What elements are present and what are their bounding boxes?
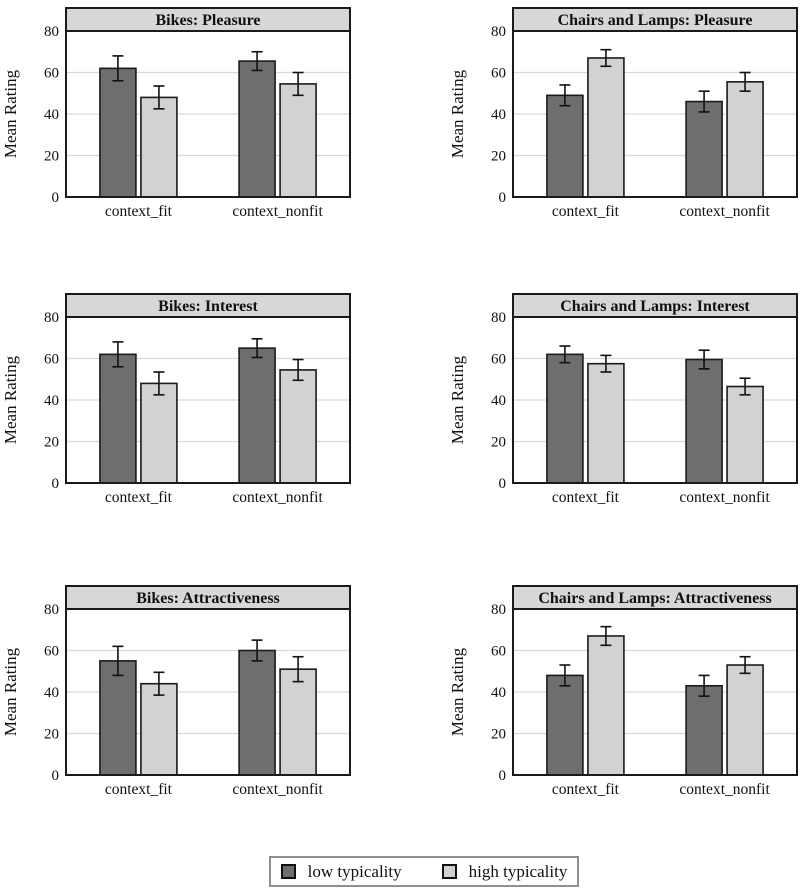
y-tick-label: 20 [44,435,59,451]
plot-border [65,30,351,198]
bar-high-typicality [140,96,178,198]
y-tick-label: 80 [44,310,59,326]
y-axis-label: Mean Rating [448,69,467,158]
x-tick-label: context_fit [105,781,173,798]
y-tick-label: 80 [491,602,506,618]
y-tick-label: 60 [44,644,59,660]
bar-high-typicality [279,668,317,776]
panel-title: Bikes: Attractiveness [136,590,280,607]
y-tick-label: 80 [44,602,59,618]
legend-swatch-high-typicality [441,864,457,879]
chart-panel-chairs-lamps-interest: Chairs and Lamps: Interest context_fit con… [448,293,798,506]
bar-high-typicality [279,369,317,484]
bar-high-typicality [140,682,178,776]
legend-swatch-low-typicality [280,864,296,879]
bar-low-typicality [238,649,276,776]
x-tick-label: context_nonfit [679,781,770,798]
y-tick-label: 40 [44,393,59,409]
y-tick-label: 40 [44,685,59,701]
y-tick-label: 20 [491,727,506,743]
bar-high-typicality [587,362,625,484]
legend-entry-low-typicality: low typicality [280,862,402,881]
y-axis-label: Mean Rating [1,647,20,736]
panel-title: Bikes: Pleasure [155,12,260,29]
x-tick-label: context_nonfit [679,203,770,220]
bar-low-typicality [546,353,584,484]
panel-title: Chairs and Lamps: Interest [560,298,750,315]
bar-low-typicality [685,684,723,776]
y-tick-label: 0 [499,190,507,206]
x-tick-label: context_fit [105,203,173,220]
y-tick-label: 60 [491,352,506,368]
y-tick-label: 60 [491,644,506,660]
y-tick-label: 0 [52,476,60,492]
y-axis-label: Mean Rating [448,355,467,444]
y-tick-label: 20 [44,727,59,743]
bar-high-typicality [726,385,764,484]
plot-border [65,608,351,776]
y-tick-label: 60 [44,66,59,82]
panel-title: Bikes: Interest [158,298,258,315]
bar-high-typicality [279,83,317,198]
bar-low-typicality [99,67,137,198]
bar-low-typicality [685,100,723,198]
y-tick-label: 80 [491,24,506,40]
x-tick-label: context_fit [552,781,620,798]
panel-title: Chairs and Lamps: Attractiveness [538,590,771,607]
panel-title: Chairs and Lamps: Pleasure [558,12,753,29]
y-tick-label: 0 [499,768,507,784]
legend-label-low-typicality: low typicality [307,862,402,881]
bar-low-typicality [238,60,276,198]
x-tick-label: context_nonfit [232,781,323,798]
bar-high-typicality [140,382,178,484]
bar-low-typicality [546,674,584,776]
y-axis-label: Mean Rating [448,647,467,736]
y-tick-label: 20 [491,435,506,451]
chart-panel-bikes-interest: Bikes: Interest context_fit context_nonfit… [1,293,351,506]
plot-border [512,316,798,484]
chart-panel-chairs-lamps-attractiveness: Chairs and Lamps: Attractiveness context_… [448,585,798,798]
y-tick-label: 60 [491,66,506,82]
bar-high-typicality [587,57,625,198]
x-tick-label: context_fit [552,203,620,220]
x-tick-label: context_nonfit [232,489,323,506]
bar-low-typicality [99,353,137,484]
x-tick-label: context_fit [105,489,173,506]
y-tick-label: 0 [52,190,60,206]
plot-border [512,30,798,198]
y-axis-label: Mean Rating [1,355,20,444]
plot-border [512,608,798,776]
y-tick-label: 80 [491,310,506,326]
y-tick-label: 0 [499,476,507,492]
y-tick-label: 40 [491,107,506,123]
legend: low typicality high typicality [269,856,579,887]
chart-panel-bikes-pleasure: Bikes: Pleasure context_fit context_nonfit… [1,7,351,220]
legend-entry-high-typicality: high typicality [441,862,568,881]
bar-low-typicality [99,660,137,776]
plot-border [65,316,351,484]
legend-label-high-typicality: high typicality [468,862,568,881]
bar-low-typicality [685,358,723,484]
x-tick-label: context_nonfit [679,489,770,506]
chart-panel-chairs-lamps-pleasure: Chairs and Lamps: Pleasure context_fit con… [448,7,798,220]
bar-low-typicality [546,94,584,198]
y-tick-label: 0 [52,768,60,784]
bar-low-typicality [238,347,276,484]
bar-high-typicality [726,664,764,776]
bar-high-typicality [726,81,764,198]
y-tick-label: 60 [44,352,59,368]
y-tick-label: 40 [491,685,506,701]
x-tick-label: context_nonfit [232,203,323,220]
y-tick-label: 80 [44,24,59,40]
bar-high-typicality [587,635,625,776]
x-tick-label: context_fit [552,489,620,506]
y-tick-label: 40 [491,393,506,409]
y-tick-label: 40 [44,107,59,123]
chart-panel-bikes-attractiveness: Bikes: Attractiveness context_fit context_… [1,585,351,798]
y-axis-label: Mean Rating [1,69,20,158]
y-tick-label: 20 [44,149,59,165]
y-tick-label: 20 [491,149,506,165]
